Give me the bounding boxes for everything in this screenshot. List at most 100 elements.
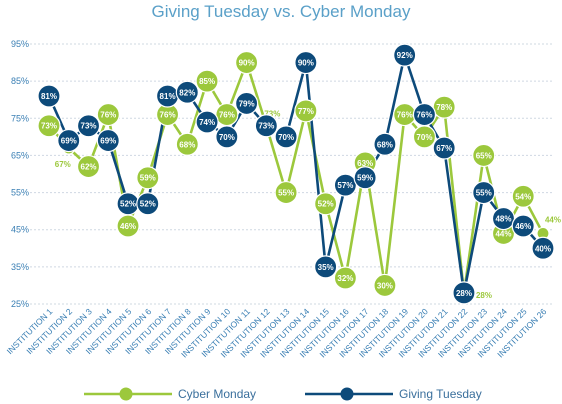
data-label: 48%	[495, 215, 511, 224]
y-tick-label: 25%	[11, 299, 29, 309]
data-point	[373, 273, 397, 298]
data-label: 44%	[495, 229, 511, 238]
data-label: 62%	[81, 163, 97, 172]
data-point	[254, 114, 278, 138]
data-label: 52%	[140, 200, 156, 209]
data-label: 77%	[298, 107, 314, 116]
data-label: 76%	[160, 111, 176, 120]
data-point	[373, 132, 397, 156]
data-point	[274, 180, 298, 205]
data-point	[511, 214, 535, 238]
data-label: 76%	[219, 111, 235, 120]
data-point	[136, 166, 160, 190]
data-label: 78%	[436, 103, 452, 112]
data-point	[235, 91, 259, 116]
data-label: 67%	[55, 160, 71, 169]
data-point	[274, 125, 298, 149]
data-point	[175, 80, 199, 104]
data-label: 70%	[278, 133, 294, 142]
data-label: 92%	[397, 51, 413, 60]
data-point	[76, 154, 101, 179]
data-label: 57%	[337, 181, 353, 190]
data-label: 76%	[397, 111, 413, 120]
data-label: 52%	[120, 200, 136, 209]
legend-label: Giving Tuesday	[399, 387, 482, 401]
data-point	[37, 84, 61, 108]
data-label: 54%	[515, 192, 531, 201]
chart-title: Giving Tuesday vs. Cyber Monday	[152, 2, 411, 21]
y-tick-label: 45%	[11, 225, 29, 235]
data-label: 76%	[416, 111, 432, 120]
data-label: 52%	[318, 200, 334, 209]
data-point	[393, 43, 417, 67]
data-label: 81%	[41, 92, 57, 101]
data-label: 67%	[436, 144, 452, 153]
data-label: 40%	[535, 244, 551, 253]
data-point	[136, 192, 160, 216]
data-point	[76, 114, 101, 138]
data-point	[314, 255, 338, 279]
data-label: 59%	[357, 174, 373, 183]
data-label: 79%	[239, 99, 255, 108]
data-label: 44%	[545, 215, 561, 224]
data-point	[353, 166, 377, 190]
data-label: 73%	[81, 122, 97, 131]
y-tick-label: 85%	[11, 76, 29, 86]
data-label: 59%	[140, 174, 156, 183]
legend-label: Cyber Monday	[178, 387, 256, 401]
data-point	[472, 180, 496, 205]
data-label: 81%	[160, 92, 176, 101]
data-label: 65%	[476, 151, 492, 160]
y-tick-label: 95%	[11, 39, 29, 49]
data-point	[452, 281, 476, 305]
data-label: 73%	[41, 122, 57, 131]
data-point	[175, 132, 199, 156]
y-tick-label: 75%	[11, 113, 29, 123]
data-label: 70%	[416, 133, 432, 142]
data-label: 68%	[377, 140, 393, 149]
data-point	[432, 136, 456, 160]
data-label: 90%	[298, 59, 314, 68]
legend-marker	[340, 387, 354, 401]
data-point	[37, 114, 61, 138]
data-label: 85%	[199, 77, 215, 86]
y-tick-label: 55%	[11, 188, 29, 198]
data-point	[531, 236, 555, 260]
data-label: 74%	[199, 118, 215, 127]
data-point	[412, 102, 437, 127]
data-point	[96, 128, 120, 153]
data-point	[195, 69, 219, 93]
data-point	[294, 99, 318, 123]
data-label: 32%	[337, 274, 353, 283]
data-label: 70%	[219, 133, 235, 142]
data-label: 46%	[120, 222, 136, 231]
data-point	[472, 143, 496, 168]
y-tick-label: 65%	[11, 150, 29, 160]
data-point	[314, 192, 338, 216]
data-label: 73%	[264, 110, 280, 119]
legend: Cyber Monday Giving Tuesday	[84, 387, 482, 401]
series-lines	[47, 53, 545, 295]
legend-marker	[119, 387, 133, 401]
data-point	[215, 125, 239, 149]
series-points: 73% 67% 62% 76% 46% 59% 76% 68% 85% 76% 90% 73% 55% 7…	[37, 43, 561, 305]
data-point	[333, 266, 357, 290]
data-label: 63%	[357, 159, 373, 168]
data-label: 82%	[179, 88, 195, 97]
data-label: 30%	[377, 281, 393, 290]
data-label: 73%	[258, 122, 274, 131]
data-label: 69%	[100, 137, 116, 146]
data-label: 28%	[456, 289, 472, 298]
y-axis-ticks: 25% 35% 45% 55% 65% 75% 85% 95%	[11, 39, 29, 309]
data-point	[57, 128, 81, 153]
data-label: 90%	[239, 59, 255, 68]
data-point	[195, 110, 219, 134]
data-label: 55%	[476, 189, 492, 198]
data-label: 76%	[100, 111, 116, 120]
data-point	[235, 50, 259, 75]
data-label: 69%	[61, 137, 77, 146]
data-point	[294, 50, 318, 75]
data-point	[511, 184, 535, 208]
